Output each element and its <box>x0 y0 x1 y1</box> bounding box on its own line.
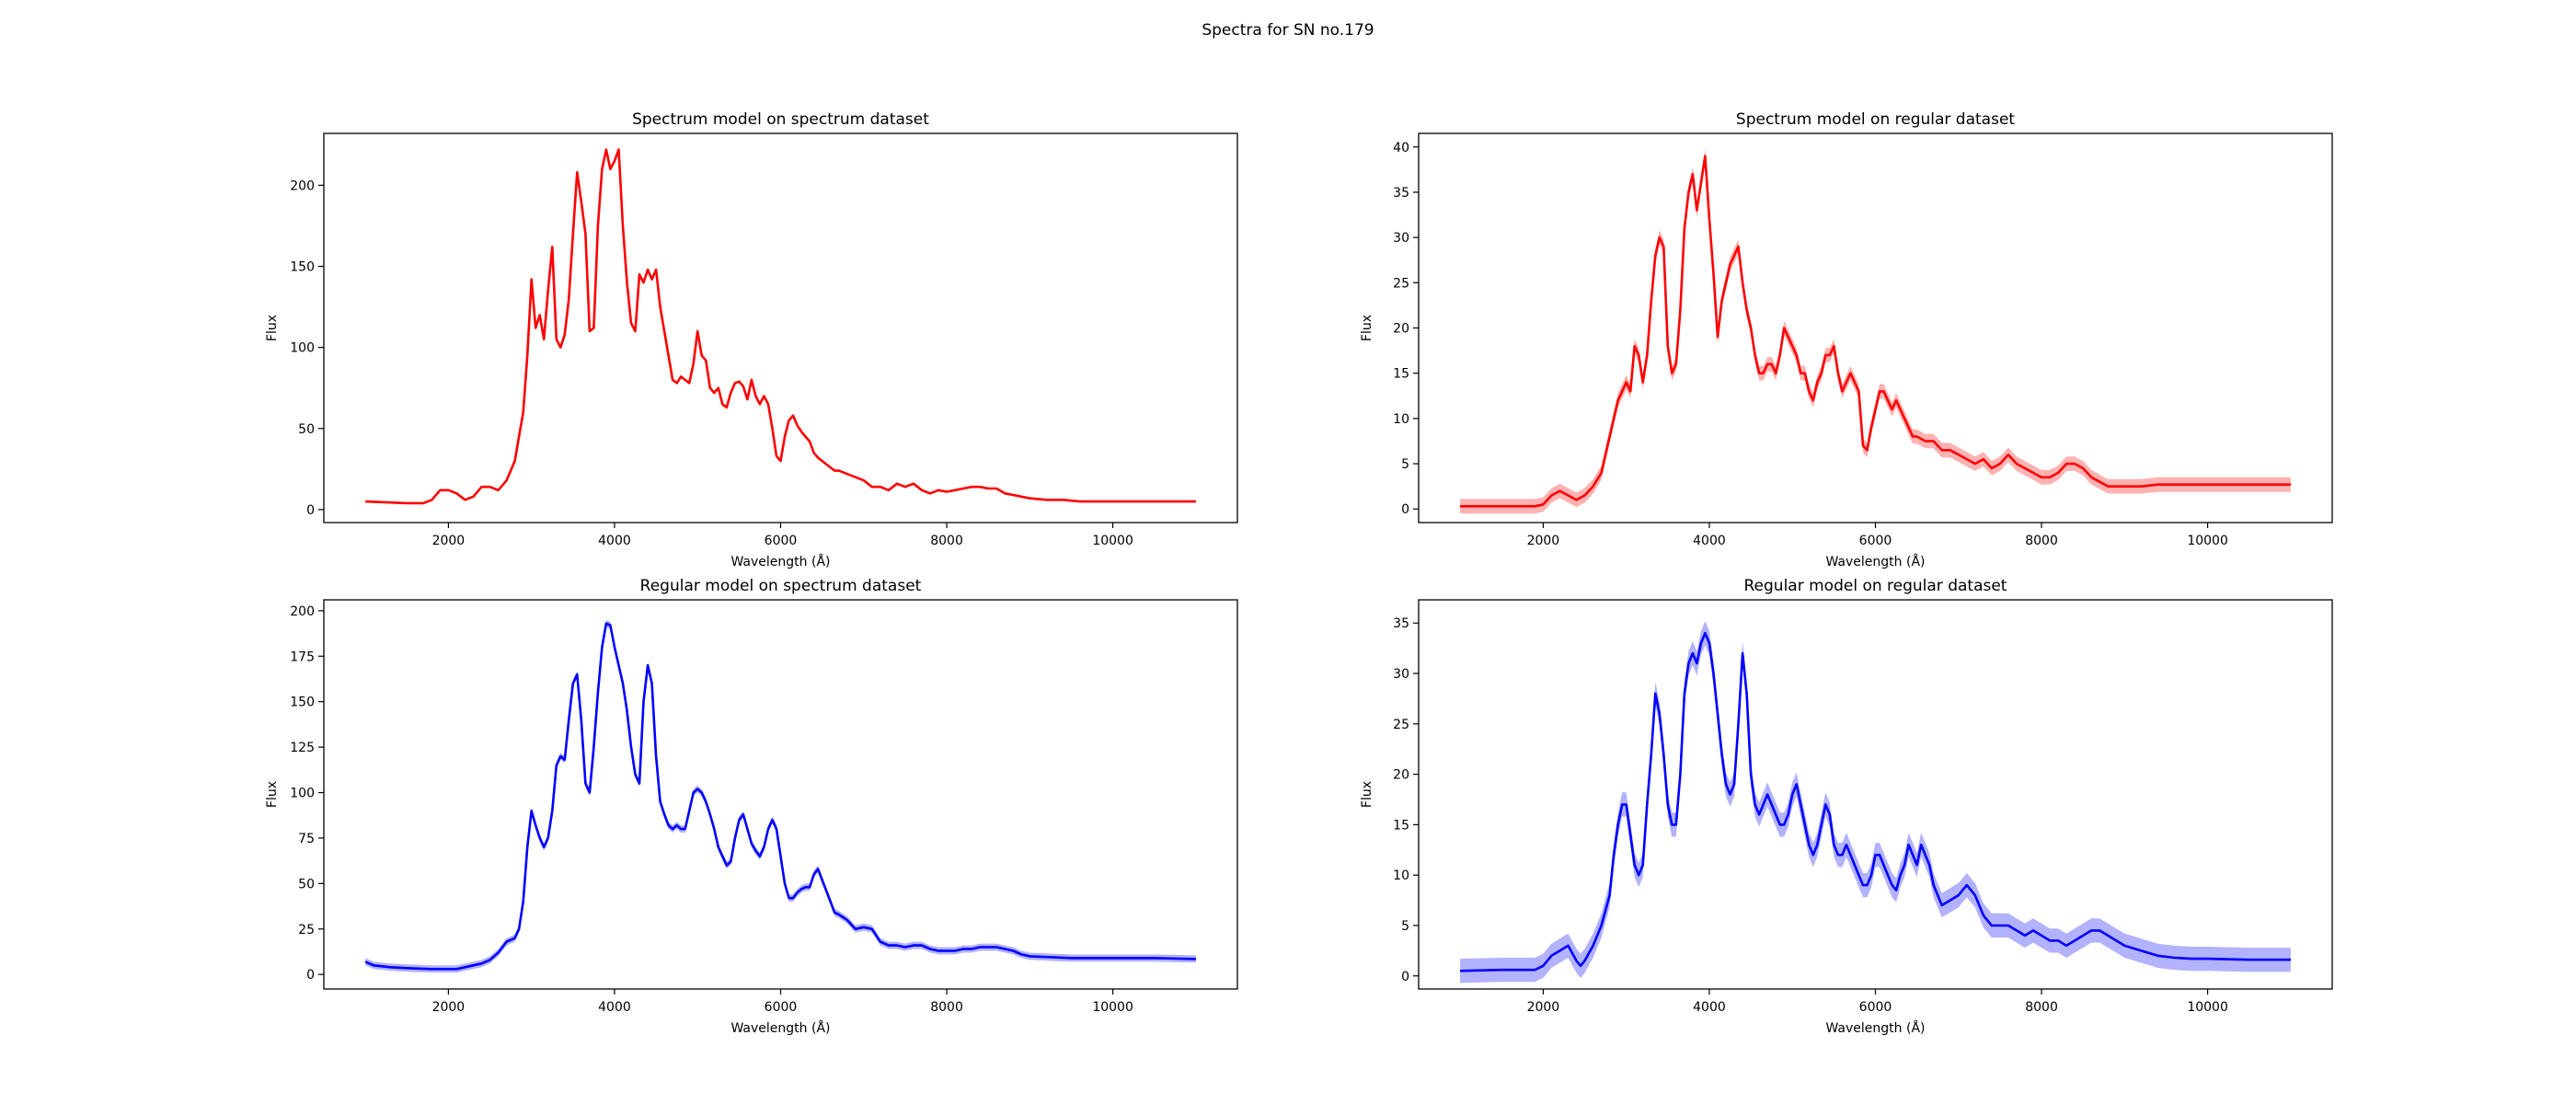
x-tick-label: 2000 <box>1527 1000 1560 1015</box>
y-tick-label: 25 <box>1393 718 1409 732</box>
x-tick-label: 6000 <box>1859 1000 1892 1015</box>
uncertainty-band <box>1460 621 2291 983</box>
y-tick-label: 0 <box>306 503 315 518</box>
spectrum-line <box>1460 155 2291 508</box>
x-tick-label: 6000 <box>765 534 798 548</box>
y-tick-label: 200 <box>290 604 315 619</box>
x-tick-label: 8000 <box>2025 1000 2058 1015</box>
y-tick-label: 30 <box>1393 667 1409 682</box>
y-tick-label: 0 <box>1401 502 1409 517</box>
x-axis-label: Wavelength (Å) <box>730 1020 830 1036</box>
y-tick-label: 0 <box>1401 970 1409 984</box>
plot-frame <box>323 599 1238 990</box>
x-tick-label: 4000 <box>598 534 631 548</box>
figure-title: Spectra for SN no.179 <box>1202 21 1374 40</box>
y-tick-label: 175 <box>290 650 315 664</box>
y-tick-label: 20 <box>1393 768 1409 783</box>
y-tick-label: 40 <box>1393 141 1409 155</box>
x-tick-label: 2000 <box>432 1000 466 1015</box>
y-tick-label: 35 <box>1393 616 1409 631</box>
y-tick-label: 125 <box>290 741 315 755</box>
x-tick-label: 8000 <box>2025 534 2058 548</box>
y-tick-label: 5 <box>1401 919 1409 934</box>
plot-frame <box>1418 132 2333 523</box>
x-tick-label: 10000 <box>2187 1000 2228 1015</box>
x-tick-label: 8000 <box>930 534 963 548</box>
x-axis-label: Wavelength (Å) <box>730 554 830 569</box>
y-axis-label: Flux <box>1360 315 1374 341</box>
plot-frame <box>323 132 1238 523</box>
chart-panel-4: Regular model on regular dataset 2000 4000… <box>1360 577 2333 1036</box>
y-tick-label: 100 <box>290 341 315 356</box>
spectrum-line <box>364 622 1196 971</box>
uncertainty-band <box>365 619 1196 973</box>
y-tick-label: 15 <box>1393 367 1409 382</box>
y-tick-label: 100 <box>290 787 315 801</box>
chart-title: Regular model on regular dataset <box>1744 577 2007 595</box>
plot-frame <box>1418 599 2333 990</box>
y-tick-label: 50 <box>298 877 315 891</box>
y-tick-label: 25 <box>298 923 315 937</box>
x-axis-label: Wavelength (Å) <box>1825 1020 1925 1036</box>
x-tick-label: 10000 <box>2187 534 2228 548</box>
x-tick-label: 6000 <box>1859 534 1892 548</box>
y-tick-label: 10 <box>1393 868 1409 883</box>
x-tick-label: 2000 <box>1527 534 1560 548</box>
uncertainty-band <box>1460 148 2291 514</box>
y-tick-label: 150 <box>290 696 315 710</box>
y-tick-label: 5 <box>1401 457 1409 472</box>
chart-title: Spectrum model on regular dataset <box>1736 110 2015 129</box>
y-tick-label: 15 <box>1393 818 1409 833</box>
x-tick-label: 10000 <box>1092 1000 1133 1015</box>
y-tick-label: 35 <box>1393 186 1409 201</box>
chart-title: Spectrum model on spectrum dataset <box>632 110 929 129</box>
y-axis-label: Flux <box>265 315 280 341</box>
y-tick-label: 10 <box>1393 412 1409 427</box>
x-tick-label: 6000 <box>765 1000 798 1015</box>
spectrum-line <box>1460 631 2291 972</box>
chart-title: Regular model on spectrum dataset <box>640 577 922 595</box>
y-tick-label: 150 <box>290 260 315 275</box>
x-axis-label: Wavelength (Å) <box>1825 554 1925 569</box>
y-tick-label: 30 <box>1393 231 1409 246</box>
y-axis-label: Flux <box>265 781 280 808</box>
y-tick-label: 75 <box>298 832 315 846</box>
x-tick-label: 8000 <box>930 1000 963 1015</box>
y-tick-label: 50 <box>298 422 315 437</box>
y-tick-label: 0 <box>306 968 315 983</box>
x-tick-label: 2000 <box>432 534 466 548</box>
x-tick-label: 10000 <box>1092 534 1133 548</box>
y-tick-label: 25 <box>1393 276 1409 291</box>
y-tick-label: 200 <box>290 178 315 193</box>
spectrum-line <box>365 148 1196 505</box>
x-tick-label: 4000 <box>598 1000 631 1015</box>
x-tick-label: 4000 <box>1693 1000 1726 1015</box>
y-axis-label: Flux <box>1360 781 1374 808</box>
x-tick-label: 4000 <box>1693 534 1726 548</box>
y-tick-label: 20 <box>1393 322 1409 337</box>
